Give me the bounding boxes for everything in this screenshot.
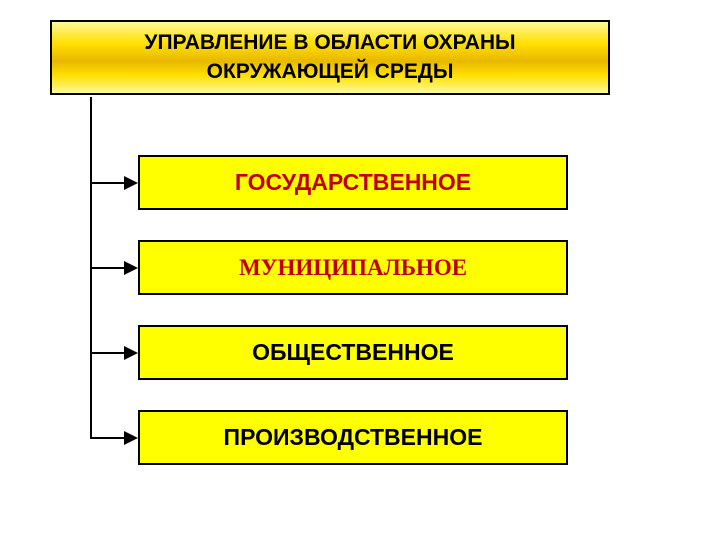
item-label-2: МУНИЦИПАЛЬНОЕ bbox=[239, 255, 467, 281]
arrow-2 bbox=[124, 261, 138, 275]
item-box-4: ПРОИЗВОДСТВЕННОЕ bbox=[138, 410, 568, 465]
arrow-1 bbox=[124, 176, 138, 190]
connector-branch-1 bbox=[90, 182, 126, 184]
connector-branch-2 bbox=[90, 267, 126, 269]
header-box: УПРАВЛЕНИЕ В ОБЛАСТИ ОХРАНЫ ОКРУЖАЮЩЕЙ С… bbox=[50, 20, 610, 95]
arrow-3 bbox=[124, 346, 138, 360]
item-box-3: ОБЩЕСТВЕННОЕ bbox=[138, 325, 568, 380]
item-box-1: ГОСУДАРСТВЕННОЕ bbox=[138, 155, 568, 210]
item-label-4: ПРОИЗВОДСТВЕННОЕ bbox=[224, 424, 483, 451]
item-label-1: ГОСУДАРСТВЕННОЕ bbox=[235, 169, 471, 196]
item-box-2: МУНИЦИПАЛЬНОЕ bbox=[138, 240, 568, 295]
header-title: УПРАВЛЕНИЕ В ОБЛАСТИ ОХРАНЫ ОКРУЖАЮЩЕЙ С… bbox=[72, 29, 588, 86]
connector-branch-3 bbox=[90, 352, 126, 354]
item-label-3: ОБЩЕСТВЕННОЕ bbox=[252, 339, 454, 366]
arrow-4 bbox=[124, 431, 138, 445]
connector-branch-4 bbox=[90, 437, 126, 439]
